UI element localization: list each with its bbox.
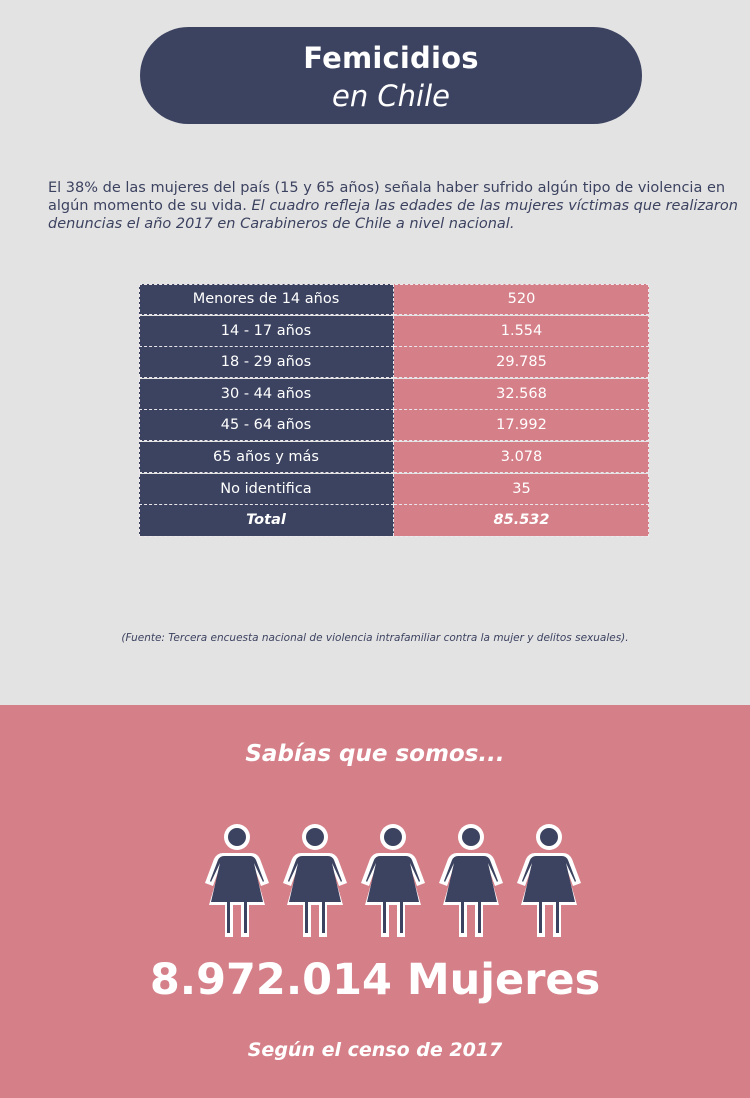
table-total-row: Total 85.532 xyxy=(139,505,649,537)
value-cell: 520 xyxy=(394,284,649,315)
age-cell: No identifica xyxy=(139,473,394,505)
women-count: 8.972.014 Mujeres xyxy=(149,955,601,1005)
value-cell: 32.568 xyxy=(394,378,649,410)
age-cell: Menores de 14 años xyxy=(139,284,394,315)
intro-italic-text: El cuadro refleja las edades de las muje… xyxy=(48,198,738,232)
intro-text: El 38% de las mujeres del país (15 y 65 … xyxy=(48,180,726,214)
woman-icon xyxy=(439,824,503,937)
total-value-cell: 85.532 xyxy=(394,505,649,537)
table-row: 45 - 64 años 17.992 xyxy=(139,410,649,442)
question-heading: Sabías que somos... xyxy=(245,741,505,767)
page-subtitle: en Chile xyxy=(331,79,451,113)
woman-icon xyxy=(205,824,269,937)
value-cell: 17.992 xyxy=(394,410,649,442)
table-row: No identifica 35 xyxy=(139,473,649,505)
age-cell: 65 años y más xyxy=(139,442,394,473)
census-caption: Según el censo de 2017 xyxy=(247,1039,503,1061)
age-cell: 18 - 29 años xyxy=(139,347,394,379)
table-row: 30 - 44 años 32.568 xyxy=(139,378,649,410)
woman-icon xyxy=(517,824,581,937)
page-title: Femicidios xyxy=(303,41,479,75)
table-row: 18 - 29 años 29.785 xyxy=(139,347,649,379)
age-cell: 14 - 17 años xyxy=(139,315,394,347)
source-note: (Fuente: Tercera encuesta nacional de vi… xyxy=(121,632,629,644)
value-cell: 29.785 xyxy=(394,347,649,379)
woman-icon xyxy=(361,824,425,937)
intro-paragraph: El 38% de las mujeres del país (15 y 65 … xyxy=(48,179,738,233)
woman-icon xyxy=(283,824,347,937)
table-row: Menores de 14 años 520 xyxy=(139,284,649,315)
title-banner: Femicidios en Chile xyxy=(140,27,642,124)
value-cell: 35 xyxy=(394,473,649,505)
women-figures xyxy=(205,823,585,939)
value-cell: 1.554 xyxy=(394,315,649,347)
age-cell: 45 - 64 años xyxy=(139,410,394,442)
value-cell: 3.078 xyxy=(394,442,649,473)
census-section: Sabías que somos... xyxy=(0,705,750,1098)
table-row: 14 - 17 años 1.554 xyxy=(139,315,649,347)
total-label-cell: Total xyxy=(139,505,394,537)
age-cell: 30 - 44 años xyxy=(139,378,394,410)
table-row: 65 años y más 3.078 xyxy=(139,442,649,473)
